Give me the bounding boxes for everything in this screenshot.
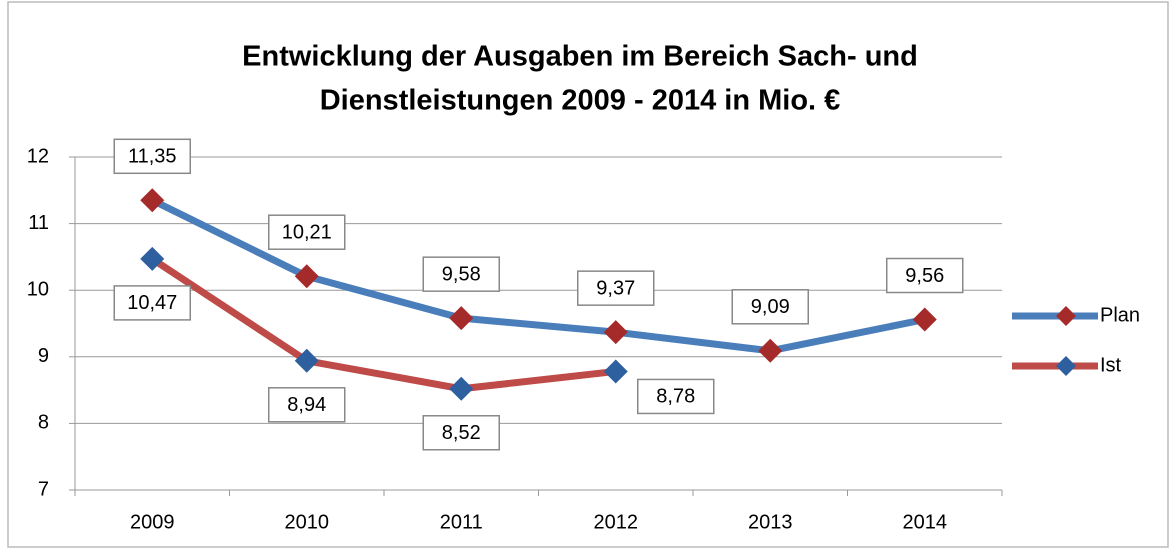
data-marker [449,376,474,401]
data-label-box [731,289,809,325]
y-tick-label: 8 [38,412,49,434]
data-marker [294,348,319,373]
data-label-box [422,256,500,292]
data-marker [294,264,319,289]
x-tick-label: 2011 [440,511,483,533]
data-label: 10,21 [282,221,332,243]
legend-marker [1056,356,1076,376]
x-tick-label: 2009 [130,511,175,533]
y-tick-label: 9 [38,345,49,367]
data-label: 9,37 [596,277,635,299]
series-line [150,197,926,355]
data-label-box [637,378,715,415]
data-label: 8,94 [287,394,326,416]
data-marker [603,320,628,345]
data-marker [140,246,165,271]
x-tick-label: 2013 [748,511,793,533]
data-label-box [113,285,191,321]
chart-title: Entwicklung der Ausgaben im Bereich Sach… [242,41,918,73]
data-label: 11,35 [128,146,177,168]
data-label: 9,09 [751,296,790,318]
legend-label: Plan [1100,304,1140,326]
legend-marker [1056,306,1076,326]
data-label-box [268,214,346,250]
data-label: 8,78 [656,386,695,408]
legend-label: Ist [1100,354,1122,376]
data-label-box [577,270,655,306]
x-tick-label: 2012 [594,511,639,533]
data-label-box [422,415,500,451]
data-label-box [886,257,964,294]
data-marker [758,338,783,363]
data-label-box [113,138,191,175]
y-tick-label: 12 [27,145,49,167]
y-tick-label: 10 [27,278,49,300]
data-marker [140,188,165,213]
y-tick-label: 7 [38,478,49,500]
data-marker [912,307,937,332]
data-label-box [268,387,346,423]
data-label: 9,58 [442,263,481,285]
data-marker [603,359,628,384]
data-label: 10,47 [127,292,177,314]
x-tick-label: 2010 [285,511,330,533]
x-tick-label: 2014 [903,511,948,533]
series-line [150,255,617,393]
chart-title: Dienstleistungen 2009 - 2014 in Mio. € [320,85,841,117]
data-label: 8,52 [442,422,481,444]
data-marker [449,306,474,331]
data-label: 9,56 [905,265,944,287]
y-tick-label: 11 [28,212,49,234]
